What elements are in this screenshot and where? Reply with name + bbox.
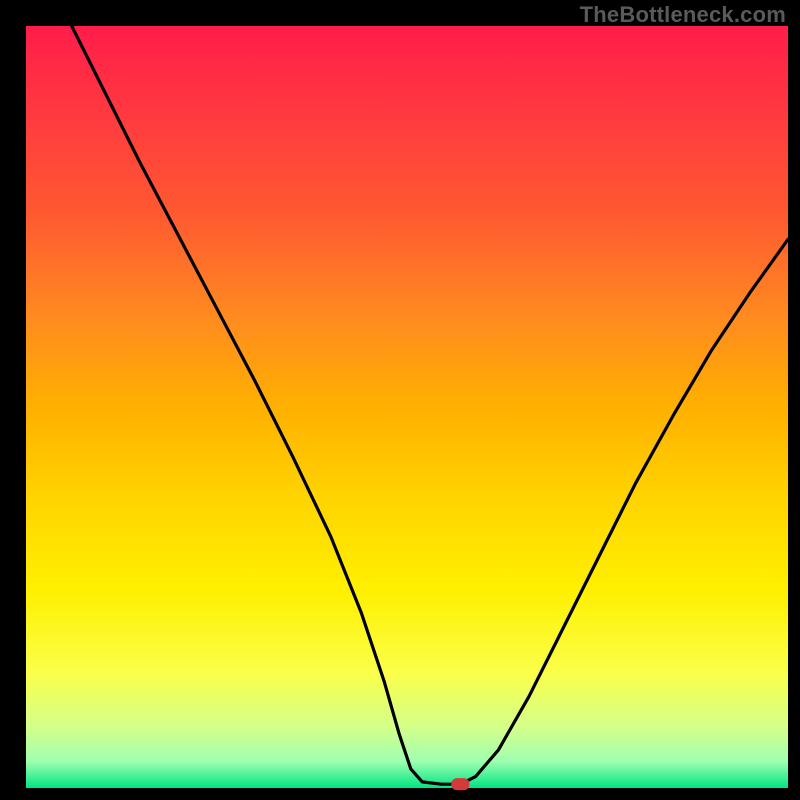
bottleneck-chart-svg xyxy=(0,0,800,800)
optimal-point-marker xyxy=(451,778,469,790)
watermark-text: TheBottleneck.com xyxy=(580,2,786,28)
plot-background xyxy=(26,26,788,788)
chart-stage: TheBottleneck.com xyxy=(0,0,800,800)
